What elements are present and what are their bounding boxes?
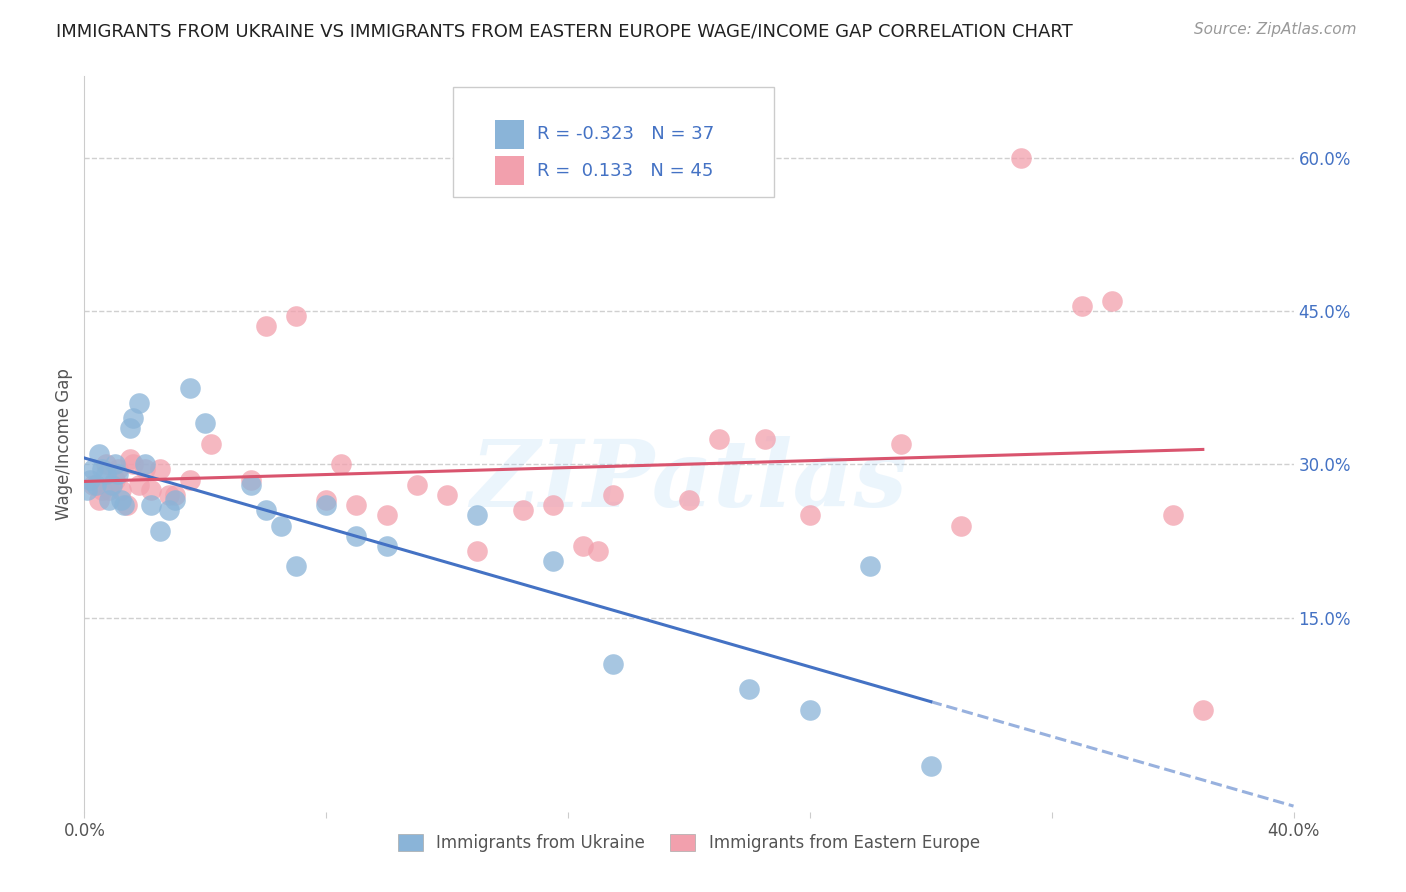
Text: IMMIGRANTS FROM UKRAINE VS IMMIGRANTS FROM EASTERN EUROPE WAGE/INCOME GAP CORREL: IMMIGRANTS FROM UKRAINE VS IMMIGRANTS FR… [56,22,1073,40]
Point [128,477,150,491]
Point [799,508,821,523]
Point [512,503,534,517]
Point [950,518,973,533]
Point [541,498,564,512]
Text: R =  0.133   N = 45: R = 0.133 N = 45 [537,161,713,180]
FancyBboxPatch shape [453,87,773,197]
Point [436,488,458,502]
Point [134,457,156,471]
Text: ZIPatlas: ZIPatlas [471,435,907,525]
Point [104,473,127,487]
Point [1071,299,1094,313]
Point [139,498,162,512]
Point [602,657,624,671]
Point [165,493,187,508]
Point [375,539,398,553]
Point [149,462,172,476]
Point [118,421,141,435]
Point [179,380,201,394]
Point [79,473,101,487]
Point [285,559,308,574]
Point [541,554,564,568]
Point [82,462,104,476]
Point [200,437,222,451]
Y-axis label: Wage/Income Gap: Wage/Income Gap [55,368,73,520]
Point [1101,293,1123,308]
Point [89,493,111,508]
Point [112,498,135,512]
Point [97,493,120,508]
Point [134,462,156,476]
Point [97,483,120,497]
Point [254,503,277,517]
Point [572,539,595,553]
Point [467,508,489,523]
Point [346,529,368,543]
Point [128,396,150,410]
Point [239,477,262,491]
Point [82,477,104,491]
Point [315,493,337,508]
Point [239,473,262,487]
Point [110,493,132,508]
Point [315,498,337,512]
Point [139,483,162,497]
Point [859,559,882,574]
Point [738,682,761,697]
Point [165,488,187,502]
Point [754,432,776,446]
Point [149,524,172,538]
Point [76,483,98,497]
Point [104,457,127,471]
Point [799,702,821,716]
Point [346,498,368,512]
Point [110,483,132,497]
Legend: Immigrants from Ukraine, Immigrants from Eastern Europe: Immigrants from Ukraine, Immigrants from… [391,827,987,859]
Point [157,488,180,502]
Point [94,467,117,482]
Point [330,457,353,471]
Point [107,462,129,476]
Text: R = -0.323   N = 37: R = -0.323 N = 37 [537,126,714,144]
Point [1161,508,1184,523]
Point [709,432,731,446]
Point [107,467,129,482]
Point [91,483,114,497]
Point [890,437,912,451]
Point [406,477,429,491]
Point [375,508,398,523]
Point [121,411,143,425]
Point [602,488,624,502]
Point [285,309,308,323]
Point [118,452,141,467]
Point [179,473,201,487]
Bar [495,120,524,149]
Point [115,498,138,512]
Point [467,544,489,558]
Point [194,417,217,431]
Bar [495,156,524,186]
Point [86,477,108,491]
Point [89,447,111,461]
Point [920,758,942,772]
Point [121,457,143,471]
Point [678,493,700,508]
Point [1011,151,1033,165]
Point [94,457,117,471]
Point [100,477,122,491]
Point [588,544,610,558]
Point [254,319,277,334]
Point [270,518,292,533]
Point [157,503,180,517]
Point [1192,702,1215,716]
Point [91,462,114,476]
Text: Source: ZipAtlas.com: Source: ZipAtlas.com [1194,22,1357,37]
